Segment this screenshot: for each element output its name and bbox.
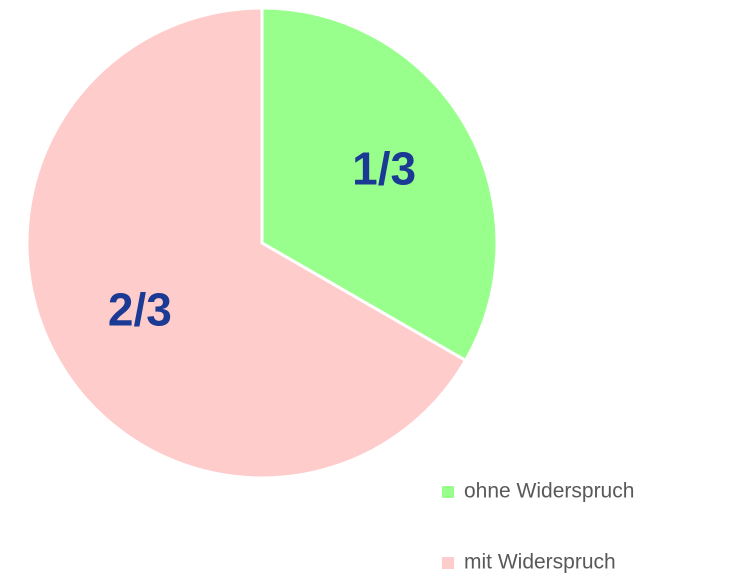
legend-text: mit Widerspruch xyxy=(464,551,616,574)
pie-slice xyxy=(25,6,468,480)
slice-label: 1/3 xyxy=(352,143,416,195)
pie-slice xyxy=(260,6,499,363)
slice-label: 2/3 xyxy=(108,284,172,336)
legend-swatch xyxy=(442,486,454,498)
legend-swatch xyxy=(442,557,454,569)
legend-text: ohne Widerspruch xyxy=(464,480,634,503)
